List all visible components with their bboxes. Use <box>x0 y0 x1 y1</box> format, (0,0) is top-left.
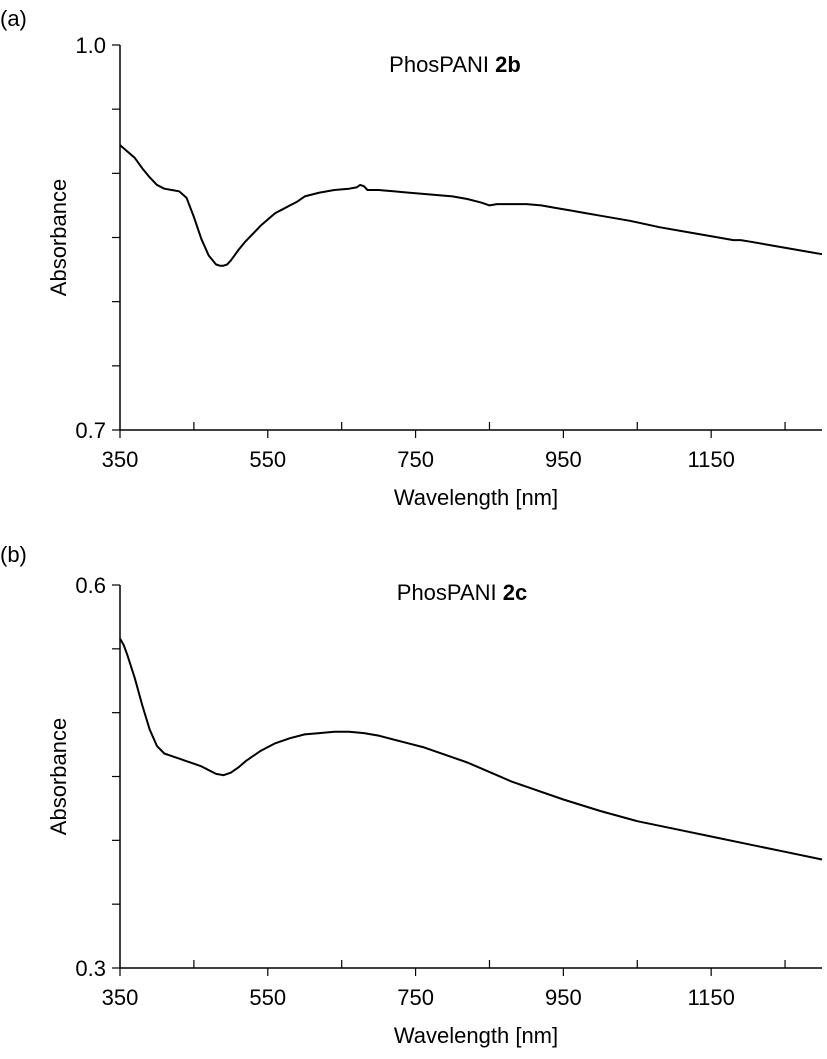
y-tick-label: 0.3 <box>75 956 106 981</box>
y-tick-label: 0.6 <box>75 573 106 598</box>
y-axis-title: Absorbance <box>46 179 71 296</box>
x-tick-label: 550 <box>249 447 286 472</box>
y-axis-title: Absorbance <box>46 718 71 835</box>
x-tick-label: 1150 <box>688 447 735 472</box>
y-tick-label: 1.0 <box>75 33 106 58</box>
chart-panel-1: (a) 350 550 750 950 1150 1.0 0.7 Wavelength [nm]… <box>0 6 823 510</box>
x-tick-label: 350 <box>102 447 139 472</box>
series-line <box>119 144 823 267</box>
x-tick-label: 950 <box>545 985 582 1010</box>
x-tick-label: 750 <box>397 985 434 1010</box>
chart-title: PhosPANI 2c <box>397 580 527 605</box>
x-tick-label: 750 <box>397 447 434 472</box>
x-tick-label: 950 <box>545 447 582 472</box>
chart-title: PhosPANI 2b <box>389 52 521 77</box>
x-tick-label: 1150 <box>688 985 735 1010</box>
x-axis-title: Wavelength [nm] <box>394 485 558 510</box>
panel-label: (a) <box>0 6 27 31</box>
x-tick-label: 550 <box>249 985 286 1010</box>
x-tick-label: 350 <box>102 985 139 1010</box>
series-line <box>119 638 823 861</box>
chart-panel-2: (b) 350 550 750 950 1150 0.6 0.3 Wavelength [nm]… <box>0 542 823 1048</box>
panel-label: (b) <box>0 542 27 567</box>
x-axis-title: Wavelength [nm] <box>394 1023 558 1048</box>
y-tick-label: 0.7 <box>75 418 106 443</box>
